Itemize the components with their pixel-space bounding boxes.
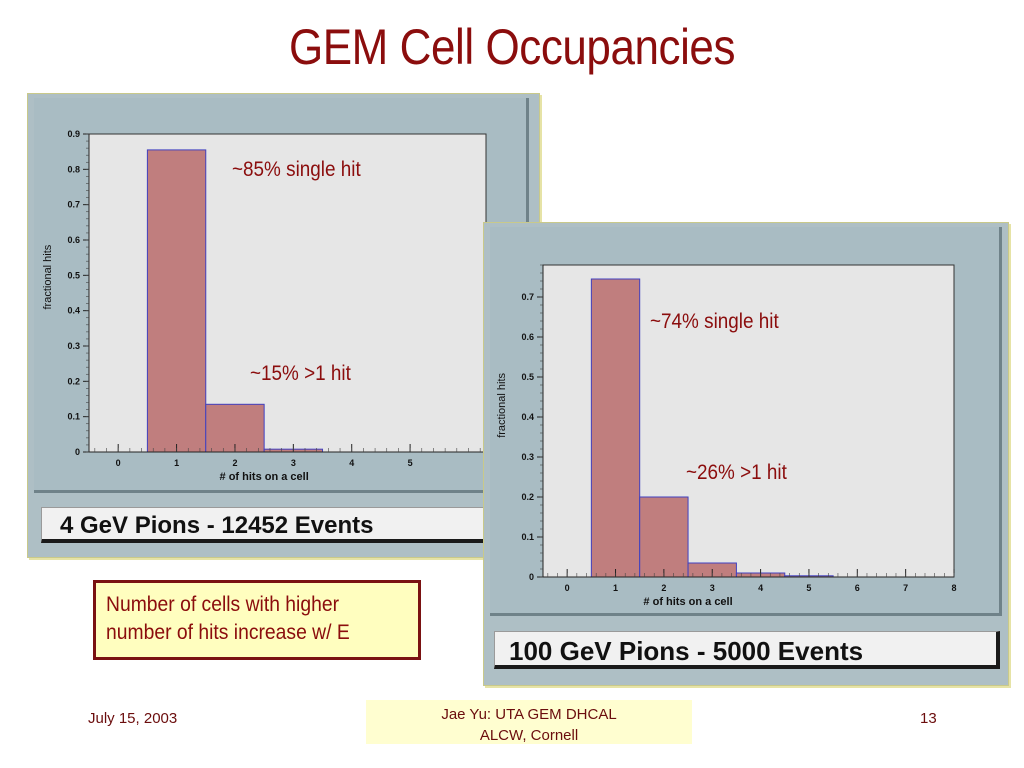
x-axis-label: # of hits on a cell — [643, 596, 732, 608]
histogram-bar — [639, 496, 689, 578]
x-tick-label: 5 — [806, 583, 811, 593]
annotation-multi-hit-4gev: ~15% >1 hit — [250, 362, 351, 385]
annotation-multi-hit-100gev: ~26% >1 hit — [686, 461, 787, 484]
y-tick-label: 0.4 — [521, 412, 534, 422]
footer-date: July 15, 2003 — [88, 710, 178, 727]
slide-title: GEM Cell Occupancies — [288, 19, 736, 75]
y-axis-label: fractional hits — [496, 372, 508, 437]
y-tick-label: 0.3 — [67, 341, 80, 351]
histogram-100gev: 0 0.1 0.2 0.3 0.4 0.5 0.6 0.7 0 1 2 3 4 5 6 7 8 # of hits… — [496, 264, 957, 608]
x-axis-label: # of hits on a cell — [220, 471, 309, 483]
x-tick-label: 3 — [710, 583, 715, 593]
y-tick-label: 0.5 — [67, 270, 80, 280]
x-tick-label: 1 — [613, 583, 618, 593]
y-axis-label: fractional hits — [42, 244, 54, 309]
x-tick-label: 4 — [349, 458, 354, 468]
histogram-bar — [146, 149, 207, 453]
y-tick-label: 0.2 — [67, 376, 80, 386]
x-tick-label: 2 — [232, 458, 237, 468]
y-tick-label: 0.6 — [521, 332, 534, 342]
y-tick-label: 0 — [75, 447, 80, 457]
x-tick-label: 2 — [661, 583, 666, 593]
chart-caption-4gev: 4 GeV Pions - 12452 Events — [41, 507, 526, 543]
note-box: Number of cells with higher number of hi… — [93, 580, 421, 660]
page-number: 13 — [920, 710, 937, 727]
x-tick-label: 0 — [116, 458, 121, 468]
y-tick-label: 0.6 — [67, 235, 80, 245]
x-tick-label: 5 — [408, 458, 413, 468]
x-tick-label: 0 — [565, 583, 570, 593]
x-tick-label: 1 — [174, 458, 179, 468]
y-tick-label: 0.8 — [67, 164, 80, 174]
y-tick-label: 0.5 — [521, 372, 534, 382]
histogram-4gev: 0 0.1 0.2 0.3 0.4 0.5 0.6 0.7 0.8 0.9 0 1 2 3 4 5 # of h… — [42, 129, 487, 483]
chart-caption-100gev: 100 GeV Pions - 5000 Events — [494, 631, 1000, 669]
x-tick-label: 6 — [855, 583, 860, 593]
y-tick-label: 0.3 — [521, 452, 534, 462]
y-tick-label: 0.1 — [67, 412, 80, 422]
y-tick-label: 0.9 — [67, 129, 80, 139]
histogram-bar — [590, 278, 641, 578]
y-tick-label: 0.7 — [521, 292, 534, 302]
y-tick-label: 0.2 — [521, 492, 534, 502]
y-tick-label: 0 — [529, 572, 534, 582]
x-tick-label: 8 — [951, 583, 956, 593]
note-line-1: Number of cells with higher — [106, 593, 340, 616]
x-tick-label: 7 — [903, 583, 908, 593]
annotation-single-hit-4gev: ~85% single hit — [232, 158, 361, 181]
annotation-single-hit-100gev: ~74% single hit — [650, 310, 779, 333]
chart-panel-4gev: 0 0.1 0.2 0.3 0.4 0.5 0.6 0.7 0.8 0.9 0 1 2 3 4 5 # of h… — [27, 93, 540, 558]
note-line-2: number of hits increase w/ E — [106, 621, 350, 644]
y-tick-label: 0.7 — [67, 200, 80, 210]
x-tick-label: 4 — [758, 583, 763, 593]
footer-author: Jae Yu: UTA GEM DHCAL ALCW, Cornell — [366, 700, 692, 744]
footer-author-line-1: Jae Yu: UTA GEM DHCAL — [441, 706, 617, 723]
y-tick-label: 0.1 — [521, 532, 534, 542]
footer-author-line-2: ALCW, Cornell — [479, 727, 579, 744]
chart-panel-100gev: 0 0.1 0.2 0.3 0.4 0.5 0.6 0.7 0 1 2 3 4 5 6 7 8 # of hits… — [483, 222, 1009, 686]
y-tick-label: 0.4 — [67, 306, 80, 316]
x-tick-label: 3 — [291, 458, 296, 468]
